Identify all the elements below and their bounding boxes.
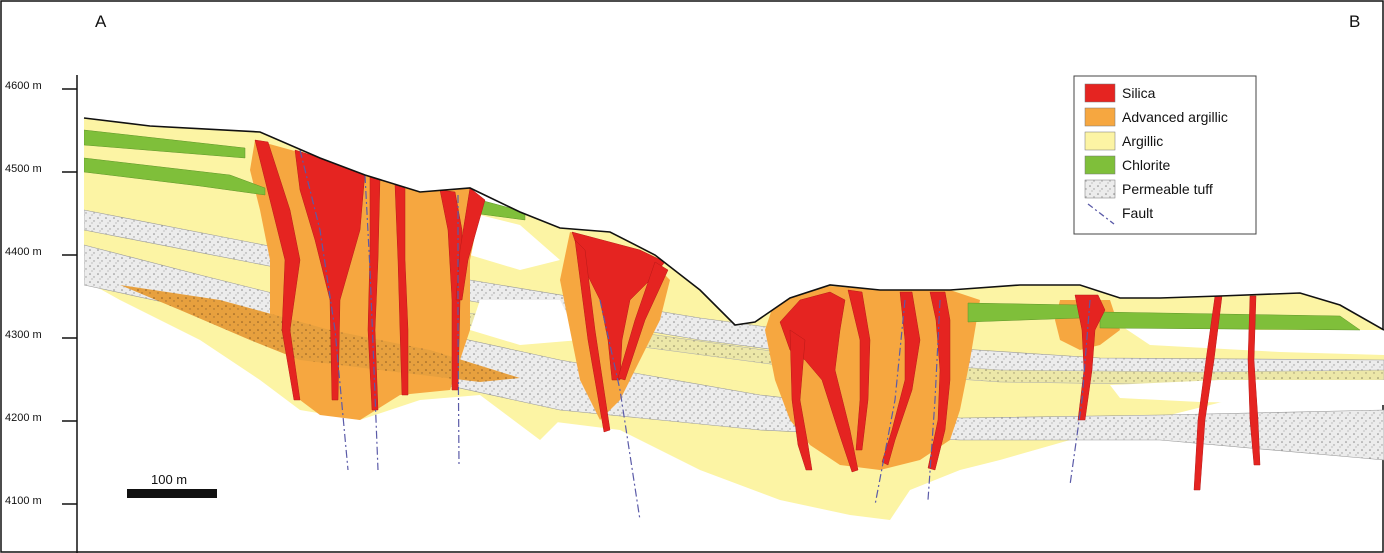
topographic-surface [83,117,1384,331]
legend-item-permeable-tuff: Permeable tuff [1084,179,1213,199]
legend-swatch [1087,203,1115,225]
legend-item-advanced-argillic: Advanced argillic [1084,107,1228,127]
legend-swatch [1084,155,1116,175]
legend-label: Permeable tuff [1122,181,1213,197]
legend-swatch [1084,83,1116,103]
legend-label: Silica [1122,85,1156,101]
elevation-tick-label: 4500 m [5,163,42,175]
legend-item-argillic: Argillic [1084,131,1163,151]
legend: Silica Advanced argillic Argillic Chlori… [1073,75,1257,235]
chlorite-bed [84,157,266,196]
elevation-axis: 4600 m 4500 m 4400 m 4300 m 4200 m 4100 … [5,75,78,553]
fault-lines [299,149,1091,521]
legend-label: Chlorite [1122,157,1170,173]
advanced-argillic-lobe [120,285,520,382]
legend-label: Argillic [1122,133,1163,149]
scale-bar: 100 m [127,472,217,498]
section-end-label: B [1349,12,1360,31]
unaltered-pocket [1110,380,1384,405]
elevation-tick-label: 4600 m [5,80,42,92]
legend-item-fault: Fault [1087,203,1153,225]
section-start-label: A [95,12,107,31]
legend-swatch [1084,131,1116,151]
alteration-zones [84,118,1384,521]
silica-veins [254,139,1261,491]
elevation-tick-label: 4100 m [5,495,42,507]
legend-item-chlorite: Chlorite [1084,155,1170,175]
legend-swatch [1084,179,1116,199]
legend-label: Advanced argillic [1122,109,1228,125]
unaltered-pocket [460,210,560,270]
legend-label: Fault [1122,205,1153,221]
elevation-tick-label: 4300 m [5,329,42,341]
scale-bar-label: 100 m [151,472,187,487]
chlorite-bed [1099,311,1361,331]
legend-swatch [1084,107,1116,127]
elevation-tick-label: 4400 m [5,246,42,258]
unaltered-pocket [470,300,580,345]
chlorite-bed [84,129,246,159]
elevation-tick-label: 4200 m [5,412,42,424]
legend-item-silica: Silica [1084,83,1156,103]
